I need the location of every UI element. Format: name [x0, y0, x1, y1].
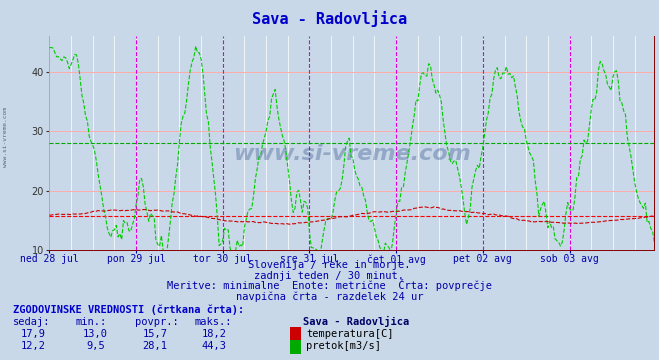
Text: 9,5: 9,5: [86, 341, 105, 351]
Text: temperatura[C]: temperatura[C]: [306, 329, 394, 339]
Text: zadnji teden / 30 minut.: zadnji teden / 30 minut.: [254, 271, 405, 281]
Text: 13,0: 13,0: [83, 329, 108, 339]
Text: pretok[m3/s]: pretok[m3/s]: [306, 341, 382, 351]
Text: 28,1: 28,1: [142, 341, 167, 351]
Text: maks.:: maks.:: [194, 317, 232, 327]
Text: 17,9: 17,9: [20, 329, 45, 339]
Text: sedaj:: sedaj:: [13, 317, 51, 327]
Text: 44,3: 44,3: [202, 341, 227, 351]
Text: ZGODOVINSKE VREDNOSTI (črtkana črta):: ZGODOVINSKE VREDNOSTI (črtkana črta):: [13, 305, 244, 315]
Text: Meritve: minimalne  Enote: metrične  Črta: povprečje: Meritve: minimalne Enote: metrične Črta:…: [167, 279, 492, 292]
Text: min.:: min.:: [76, 317, 107, 327]
Text: www.si-vreme.com: www.si-vreme.com: [233, 144, 471, 164]
Text: www.si-vreme.com: www.si-vreme.com: [3, 107, 8, 167]
Text: navpična črta - razdelek 24 ur: navpična črta - razdelek 24 ur: [236, 291, 423, 302]
Text: Slovenija / reke in morje.: Slovenija / reke in morje.: [248, 260, 411, 270]
Text: Sava - Radovljica: Sava - Radovljica: [303, 316, 409, 327]
Text: povpr.:: povpr.:: [135, 317, 179, 327]
Text: 15,7: 15,7: [142, 329, 167, 339]
Text: 12,2: 12,2: [20, 341, 45, 351]
Text: Sava - Radovljica: Sava - Radovljica: [252, 10, 407, 27]
Text: 18,2: 18,2: [202, 329, 227, 339]
